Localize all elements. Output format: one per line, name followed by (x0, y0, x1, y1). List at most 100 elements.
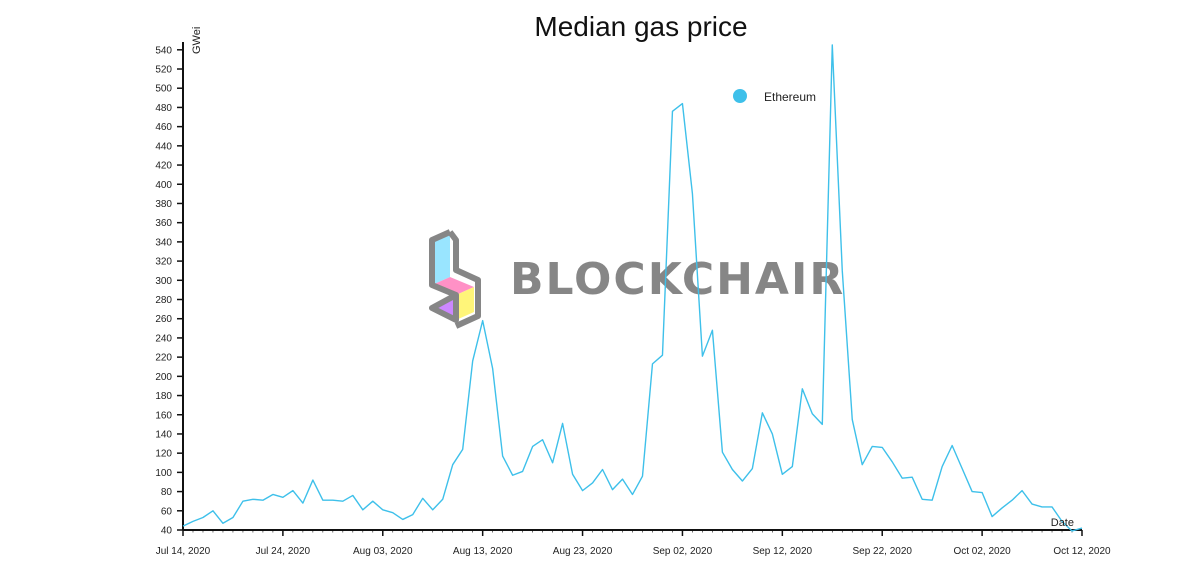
data-point (310, 478, 315, 483)
data-point (670, 109, 675, 114)
data-point (700, 354, 705, 359)
data-point (730, 467, 735, 472)
data-point (410, 512, 415, 517)
data-point (640, 474, 645, 479)
y-tick-label: 220 (155, 353, 172, 364)
data-point (190, 519, 195, 524)
data-point (580, 488, 585, 493)
data-point (510, 473, 515, 478)
data-point (500, 454, 505, 459)
data-point (780, 472, 785, 477)
blockchair-watermark: BLOCKCHAIR (429, 229, 845, 329)
data-point (970, 489, 975, 494)
y-tick-label: 460 (155, 122, 172, 133)
data-point (330, 498, 335, 503)
data-point (590, 480, 595, 485)
data-point (1040, 504, 1045, 509)
data-point (290, 488, 295, 493)
data-point (870, 444, 875, 449)
data-point (630, 492, 635, 497)
data-point (810, 411, 815, 416)
x-tick-label: Sep 22, 2020 (852, 546, 912, 557)
data-point (1030, 502, 1035, 507)
y-tick-label: 280 (155, 295, 172, 306)
y-tick-label: 100 (155, 468, 172, 479)
y-tick-label: 420 (155, 161, 172, 172)
data-point (950, 443, 955, 448)
data-point (910, 475, 915, 480)
data-point (680, 101, 685, 106)
data-point (490, 366, 495, 371)
data-point (600, 467, 605, 472)
data-point (420, 496, 425, 501)
data-point (270, 492, 275, 497)
x-tick-label: Oct 12, 2020 (1053, 546, 1111, 557)
data-point (450, 462, 455, 467)
data-point (890, 459, 895, 464)
x-tick-label: Oct 02, 2020 (953, 546, 1011, 557)
y-tick-label: 300 (155, 276, 172, 287)
data-point (300, 501, 305, 506)
y-tick-label: 40 (161, 526, 173, 537)
data-point (350, 493, 355, 498)
data-point (250, 497, 255, 502)
watermark-text: BLOCKCHAIR (510, 254, 845, 305)
x-tick-label: Sep 12, 2020 (753, 546, 813, 557)
y-tick-label: 500 (155, 84, 172, 95)
data-point (920, 497, 925, 502)
data-point (540, 437, 545, 442)
data-point (710, 328, 715, 333)
data-point (820, 422, 825, 427)
y-tick-label: 540 (155, 45, 172, 56)
data-point (440, 497, 445, 502)
data-point (230, 515, 235, 520)
blockchair-logo-icon (429, 229, 481, 329)
x-tick-label: Jul 24, 2020 (256, 546, 311, 557)
y-tick-label: 260 (155, 314, 172, 325)
data-point (240, 499, 245, 504)
plot-area (181, 43, 1083, 533)
y-tick-label: 140 (155, 429, 172, 440)
data-point (960, 466, 965, 471)
data-point (181, 524, 186, 529)
data-point (360, 507, 365, 512)
data-point (430, 507, 435, 512)
x-tick-label: Aug 23, 2020 (553, 546, 613, 557)
y-tick-label: 180 (155, 391, 172, 402)
data-point (880, 445, 885, 450)
data-point (380, 507, 385, 512)
data-point (930, 498, 935, 503)
data-point (570, 472, 575, 477)
y-tick-label: 340 (155, 237, 172, 248)
data-point (550, 460, 555, 465)
data-point (860, 462, 865, 467)
data-point (650, 361, 655, 366)
data-point (400, 517, 405, 522)
data-point (470, 358, 475, 363)
y-tick-label: 240 (155, 333, 172, 344)
data-point (800, 386, 805, 391)
y-tick-label: 200 (155, 372, 172, 383)
y-tick-label: 380 (155, 199, 172, 210)
x-tick-label: Aug 03, 2020 (353, 546, 413, 557)
data-point (770, 431, 775, 436)
data-point (530, 444, 535, 449)
y-tick-label: 520 (155, 65, 172, 76)
data-point (210, 508, 215, 513)
data-point (340, 499, 345, 504)
y-tick-label: 360 (155, 218, 172, 229)
y-tick-label: 320 (155, 257, 172, 268)
data-point (1070, 528, 1075, 533)
data-point (1050, 504, 1055, 509)
x-tick-label: Sep 02, 2020 (653, 546, 713, 557)
y-tick-label: 160 (155, 410, 172, 421)
data-point (370, 499, 375, 504)
data-point (980, 490, 985, 495)
data-point (610, 487, 615, 492)
y-tick-label: 120 (155, 449, 172, 460)
data-point (830, 43, 835, 48)
data-point (990, 514, 995, 519)
y-tick-label: 80 (161, 487, 173, 498)
data-point (1020, 488, 1025, 493)
